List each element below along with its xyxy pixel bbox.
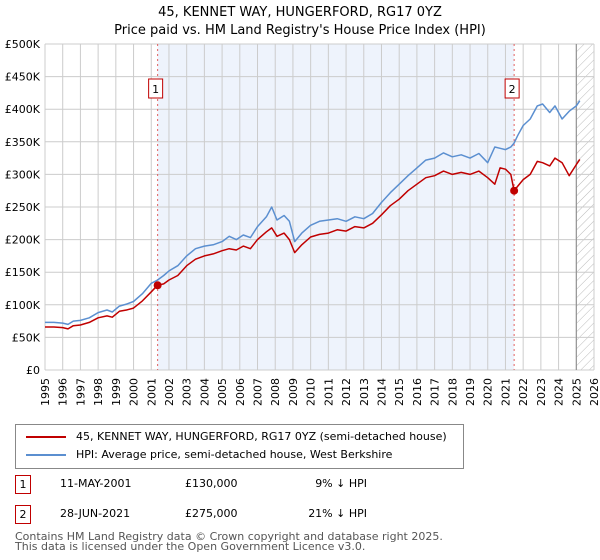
legend-swatch-blue — [26, 454, 66, 456]
x-tick-label: 2016 — [411, 378, 424, 406]
legend-label: 45, KENNET WAY, HUNGERFORD, RG17 0YZ (se… — [76, 430, 447, 443]
y-tick-label: £350K — [5, 136, 41, 149]
annotation-box — [148, 78, 164, 99]
chart-title: 45, KENNET WAY, HUNGERFORD, RG17 0YZ — [158, 5, 442, 20]
chart-subtitle: Price paid vs. HM Land Registry's House … — [114, 23, 486, 38]
y-tick-label: £450K — [5, 71, 41, 84]
x-tick-label: 2023 — [535, 378, 548, 406]
x-tick-label: 2007 — [252, 378, 265, 406]
sale-point — [510, 186, 519, 195]
x-tick-label: 2001 — [145, 378, 158, 406]
legend-label: HPI: Average price, semi-detached house,… — [76, 448, 393, 461]
x-tick-label: 2004 — [198, 378, 211, 406]
y-tick-label: £100K — [5, 299, 41, 312]
transaction-price: £275,000 — [185, 507, 238, 520]
y-tick-label: £50K — [12, 331, 41, 344]
legend-swatch-red — [26, 436, 66, 438]
x-tick-label: 2000 — [128, 378, 141, 406]
y-tick-label: £300K — [5, 168, 41, 181]
x-tick-label: 2020 — [482, 378, 495, 406]
x-tick-label: 2005 — [216, 378, 229, 406]
annotation-label: 1 — [152, 83, 159, 96]
legend-item-hpi: HPI: Average price, semi-detached house,… — [16, 446, 463, 464]
price-chart: 1995 1996 1997 1998 1999 2000 2001 2002 2003 2004… — [5, 38, 600, 406]
x-tick-label: 2003 — [181, 378, 194, 406]
x-tick-label: 2014 — [375, 378, 388, 406]
x-tick-label: 1995 — [39, 378, 52, 406]
x-tick-label: 2010 — [305, 378, 318, 406]
x-tick-label: 2013 — [358, 378, 371, 406]
y-tick-label: £0 — [26, 364, 40, 377]
x-tick-label: 2006 — [234, 378, 247, 406]
x-tick-label: 2002 — [163, 378, 176, 406]
transaction-row: 1 11-MAY-2001 £130,000 9% ↓ HPI — [0, 475, 600, 497]
legend-item-property: 45, KENNET WAY, HUNGERFORD, RG17 0YZ (se… — [16, 428, 463, 446]
x-tick-label: 2017 — [429, 378, 442, 406]
annotation-box — [504, 78, 520, 99]
x-tick-label: 2025 — [570, 378, 583, 406]
y-tick-label: £150K — [5, 266, 41, 279]
x-tick-label: 2015 — [393, 378, 406, 406]
x-tick-label: 2021 — [499, 378, 512, 406]
x-tick-label: 2024 — [553, 378, 566, 406]
x-tick-label: 2026 — [588, 378, 600, 406]
x-tick-label: 2012 — [340, 378, 353, 406]
footer: Contains HM Land Registry data © Crown c… — [15, 530, 443, 553]
x-tick-label: 2011 — [322, 378, 335, 406]
x-tick-label: 1998 — [92, 378, 105, 406]
x-tick-label: 1996 — [57, 378, 70, 406]
transaction-date: 28-JUN-2021 — [60, 507, 131, 520]
y-tick-label: £500K — [5, 38, 41, 51]
x-tick-label: 2022 — [517, 378, 530, 406]
transaction-badge: 2 — [15, 505, 31, 524]
x-tick-label: 2008 — [269, 378, 282, 406]
hpi-line — [45, 100, 581, 326]
transaction-hpi-diff: 21% ↓ HPI — [308, 507, 367, 520]
x-tick-label: 2019 — [464, 378, 477, 406]
price-paid-line — [45, 157, 581, 330]
transaction-hpi-diff: 9% ↓ HPI — [315, 477, 367, 490]
x-tick-label: 1997 — [74, 378, 87, 406]
x-tick-label: 1999 — [110, 378, 123, 406]
footer-line-1: Contains HM Land Registry data © Crown c… — [15, 530, 443, 543]
transaction-badge: 1 — [15, 475, 31, 494]
y-tick-label: £200K — [5, 234, 41, 247]
y-tick-label: £400K — [5, 103, 41, 116]
transaction-price: £130,000 — [185, 477, 238, 490]
transaction-date: 11-MAY-2001 — [60, 477, 132, 490]
annotation-label: 2 — [509, 83, 516, 96]
footer-line-2: This data is licensed under the Open Gov… — [15, 540, 366, 553]
x-tick-label: 2009 — [287, 378, 300, 406]
y-tick-label: £250K — [5, 201, 41, 214]
legend: 45, KENNET WAY, HUNGERFORD, RG17 0YZ (se… — [15, 424, 464, 469]
sale-point — [153, 281, 162, 290]
transaction-row: 2 28-JUN-2021 £275,000 21% ↓ HPI — [0, 505, 600, 527]
x-tick-label: 2018 — [446, 378, 459, 406]
